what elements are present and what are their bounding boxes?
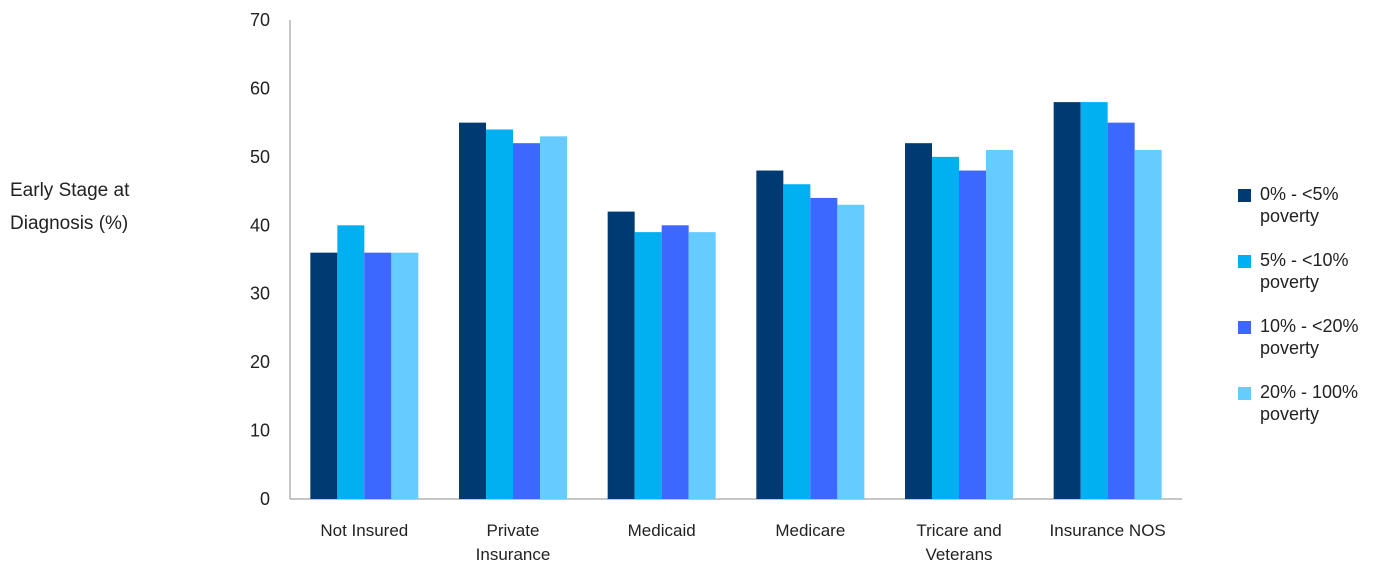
bar — [364, 252, 392, 499]
y-axis-title-line-1: Early Stage at — [10, 180, 130, 201]
bar — [661, 225, 689, 500]
legend-swatch-5-10 — [1238, 255, 1251, 268]
bar — [607, 211, 635, 499]
x-tick-label: Insurance NOS — [1050, 521, 1166, 540]
bar — [783, 184, 811, 499]
y-tick-label: 10 — [250, 421, 270, 441]
legend-label-20-100: 20% - 100% poverty — [1260, 382, 1359, 424]
bar — [310, 252, 338, 499]
y-axis-title: Early Stage at Diagnosis (%) — [10, 174, 180, 240]
bar — [756, 170, 784, 500]
y-tick-label: 40 — [250, 215, 270, 235]
y-tick-label: 20 — [250, 352, 270, 372]
legend-swatch-0-5 — [1238, 189, 1251, 202]
bar — [1134, 150, 1162, 499]
y-tick-label: 0 — [260, 489, 270, 509]
legend-item-5-10: 5% - <10% poverty — [1238, 249, 1383, 293]
bar — [932, 156, 959, 499]
bar — [1080, 102, 1108, 499]
bar — [486, 129, 513, 499]
y-tick-label: 30 — [250, 284, 270, 304]
x-tick-label: Medicare — [775, 521, 845, 540]
x-tick-label: Veterans — [925, 545, 992, 564]
bar — [634, 232, 662, 499]
bar — [459, 122, 486, 500]
y-tick-label: 60 — [250, 78, 270, 98]
legend-item-10-20: 10% - <20% poverty — [1238, 315, 1383, 359]
legend-label-10-20: 10% - <20% poverty — [1260, 316, 1359, 358]
bar — [540, 136, 567, 500]
legend: 0% - <5% poverty 5% - <10% poverty 10% -… — [1238, 183, 1383, 447]
legend-swatch-20-100 — [1238, 387, 1251, 400]
x-tick-label: Tricare and — [916, 521, 1001, 540]
x-tick-label: Insurance — [476, 545, 551, 564]
y-axis-title-line-2: Diagnosis (%) — [10, 213, 129, 234]
bar — [905, 143, 932, 499]
legend-swatch-10-20 — [1238, 321, 1251, 334]
y-tick-label: 70 — [250, 10, 270, 30]
legend-item-20-100: 20% - 100% poverty — [1238, 381, 1383, 425]
bar — [1053, 102, 1081, 499]
bar — [986, 150, 1013, 499]
bar — [837, 204, 865, 499]
x-tick-label: Medicaid — [628, 521, 696, 540]
bar — [810, 197, 838, 499]
bar — [513, 143, 540, 499]
bar — [1107, 122, 1135, 500]
bar — [391, 252, 419, 499]
legend-item-0-5: 0% - <5% poverty — [1238, 183, 1383, 227]
x-tick-label: Private — [487, 521, 540, 540]
x-tick-label: Not Insured — [320, 521, 408, 540]
bar — [688, 232, 716, 499]
bar — [959, 170, 986, 500]
legend-label-5-10: 5% - <10% poverty — [1260, 250, 1349, 292]
bar — [337, 225, 365, 500]
y-tick-label: 50 — [250, 147, 270, 167]
legend-label-0-5: 0% - <5% poverty — [1260, 184, 1339, 226]
